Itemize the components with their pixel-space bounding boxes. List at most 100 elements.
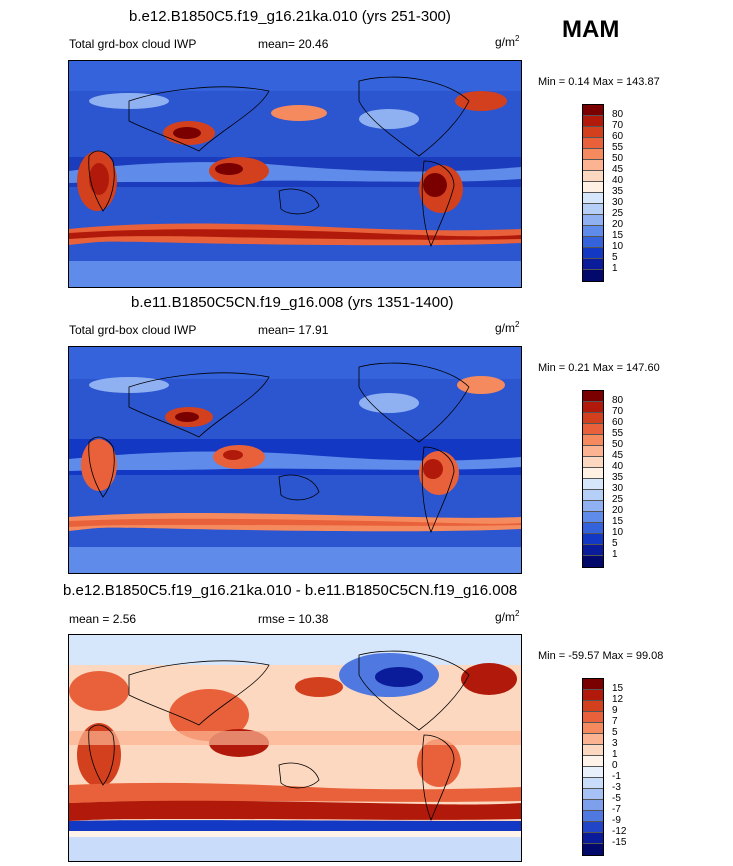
- colorbar-swatch: [583, 457, 603, 468]
- colorbar-tick: 5: [612, 252, 618, 263]
- panel-3-rmse: rmse = 10.38: [258, 612, 329, 626]
- colorbar-swatch: [583, 270, 603, 281]
- colorbar-tick: 55: [612, 428, 624, 439]
- colorbar-swatch: [583, 679, 603, 690]
- colorbar-swatch: [583, 512, 603, 523]
- colorbar-swatch: [583, 501, 603, 512]
- colorbar-swatch: [583, 690, 603, 701]
- colorbar-swatch: [583, 127, 603, 138]
- colorbar-tick: 20: [612, 219, 624, 230]
- colorbar-swatch: [583, 193, 603, 204]
- colorbar-swatch: [583, 204, 603, 215]
- colorbar-tick: 40: [612, 461, 624, 472]
- colorbar-tick: 5: [612, 538, 618, 549]
- colorbar-tick: 9: [612, 705, 618, 716]
- colorbar-tick: 40: [612, 175, 624, 186]
- colorbar-tick: 55: [612, 142, 624, 153]
- colorbar-tick: -15: [612, 837, 627, 848]
- colorbar-swatch: [583, 523, 603, 534]
- colorbar-swatch: [583, 756, 603, 767]
- colorbar-swatch: [583, 116, 603, 127]
- colorbar-tick: 15: [612, 230, 624, 241]
- panel-3-minmax: Min = -59.57 Max = 99.08: [538, 650, 664, 662]
- panel-3-units: g/m2: [495, 609, 520, 624]
- colorbar-swatch: [583, 149, 603, 160]
- colorbar-swatch: [583, 226, 603, 237]
- colorbar-tick: 35: [612, 186, 624, 197]
- panel-2-map: [68, 346, 522, 574]
- colorbar-tick: 70: [612, 406, 624, 417]
- panel-2-colorbar: [582, 390, 604, 568]
- colorbar-swatch: [583, 391, 603, 402]
- colorbar-swatch: [583, 556, 603, 567]
- panel-2-minmax: Min = 0.21 Max = 147.60: [538, 362, 660, 374]
- colorbar-tick: 20: [612, 505, 624, 516]
- colorbar-tick: 15: [612, 683, 624, 694]
- colorbar-tick: 1: [612, 263, 618, 274]
- colorbar-tick: -3: [612, 782, 621, 793]
- colorbar-tick: 10: [612, 241, 624, 252]
- colorbar-tick: 70: [612, 120, 624, 131]
- colorbar-swatch: [583, 435, 603, 446]
- colorbar-tick: 25: [612, 208, 624, 219]
- colorbar-tick: -12: [612, 826, 627, 837]
- colorbar-swatch: [583, 745, 603, 756]
- colorbar-swatch: [583, 479, 603, 490]
- colorbar-tick: -7: [612, 804, 621, 815]
- colorbar-swatch: [583, 767, 603, 778]
- colorbar-swatch: [583, 215, 603, 226]
- panel-1-map: [68, 60, 522, 288]
- colorbar-swatch: [583, 468, 603, 479]
- colorbar-swatch: [583, 413, 603, 424]
- colorbar-tick: -5: [612, 793, 621, 804]
- colorbar-swatch: [583, 138, 603, 149]
- colorbar-swatch: [583, 160, 603, 171]
- colorbar-swatch: [583, 171, 603, 182]
- colorbar-tick: 50: [612, 153, 624, 164]
- colorbar-swatch: [583, 800, 603, 811]
- colorbar-swatch: [583, 248, 603, 259]
- colorbar-tick: 1: [612, 749, 618, 760]
- panel-1-minmax: Min = 0.14 Max = 143.87: [538, 76, 660, 88]
- colorbar-tick: -1: [612, 771, 621, 782]
- panel-2-units: g/m2: [495, 320, 520, 335]
- colorbar-swatch: [583, 789, 603, 800]
- colorbar-swatch: [583, 734, 603, 745]
- panel-1-units: g/m2: [495, 34, 520, 49]
- colorbar-swatch: [583, 822, 603, 833]
- colorbar-swatch: [583, 446, 603, 457]
- season-label: MAM: [562, 16, 620, 43]
- colorbar-swatch: [583, 105, 603, 116]
- panel-3-map: [68, 634, 522, 862]
- colorbar-swatch: [583, 490, 603, 501]
- panel-1-colorbar: [582, 104, 604, 282]
- colorbar-swatch: [583, 701, 603, 712]
- colorbar-tick: 45: [612, 450, 624, 461]
- colorbar-tick: 60: [612, 131, 624, 142]
- colorbar-tick: 7: [612, 716, 618, 727]
- colorbar-swatch: [583, 424, 603, 435]
- panel-1-mean: mean= 20.46: [258, 37, 329, 51]
- colorbar-swatch: [583, 844, 603, 855]
- colorbar-tick: 80: [612, 109, 624, 120]
- colorbar-swatch: [583, 534, 603, 545]
- colorbar-tick: -9: [612, 815, 621, 826]
- colorbar-swatch: [583, 833, 603, 844]
- colorbar-tick: 35: [612, 472, 624, 483]
- colorbar-tick: 45: [612, 164, 624, 175]
- colorbar-tick: 50: [612, 439, 624, 450]
- colorbar-swatch: [583, 723, 603, 734]
- panel-2-mean: mean= 17.91: [258, 323, 329, 337]
- colorbar-swatch: [583, 182, 603, 193]
- colorbar-tick: 5: [612, 727, 618, 738]
- panel-2-variable-label: Total grd-box cloud IWP: [69, 323, 197, 337]
- colorbar-tick: 25: [612, 494, 624, 505]
- colorbar-swatch: [583, 402, 603, 413]
- colorbar-tick: 12: [612, 694, 624, 705]
- colorbar-tick: 60: [612, 417, 624, 428]
- colorbar-swatch: [583, 237, 603, 248]
- colorbar-tick: 15: [612, 516, 624, 527]
- colorbar-tick: 30: [612, 197, 624, 208]
- colorbar-swatch: [583, 811, 603, 822]
- colorbar-tick: 0: [612, 760, 618, 771]
